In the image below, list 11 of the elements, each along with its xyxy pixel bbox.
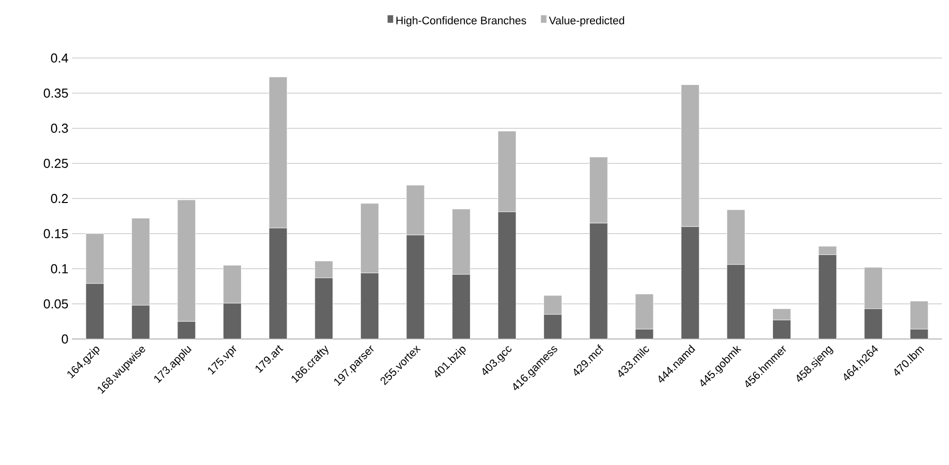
y-tick-label: 0.25 xyxy=(44,158,68,168)
y-tick-label: 0.1 xyxy=(50,264,68,274)
y-tick-label: 0.2 xyxy=(50,194,68,204)
y-tick-label: 0.4 xyxy=(50,53,68,63)
legend-label: Value-predicted xyxy=(548,16,624,26)
y-tick-label: 0 xyxy=(62,334,68,344)
y-tick-label: 0.15 xyxy=(44,229,68,238)
y-tick-label: 0.35 xyxy=(44,88,68,98)
y-tick-label: 0.3 xyxy=(50,124,68,133)
y-tick-label: 0.05 xyxy=(44,299,68,308)
legend-label: High-Confidence Branches xyxy=(396,16,526,26)
